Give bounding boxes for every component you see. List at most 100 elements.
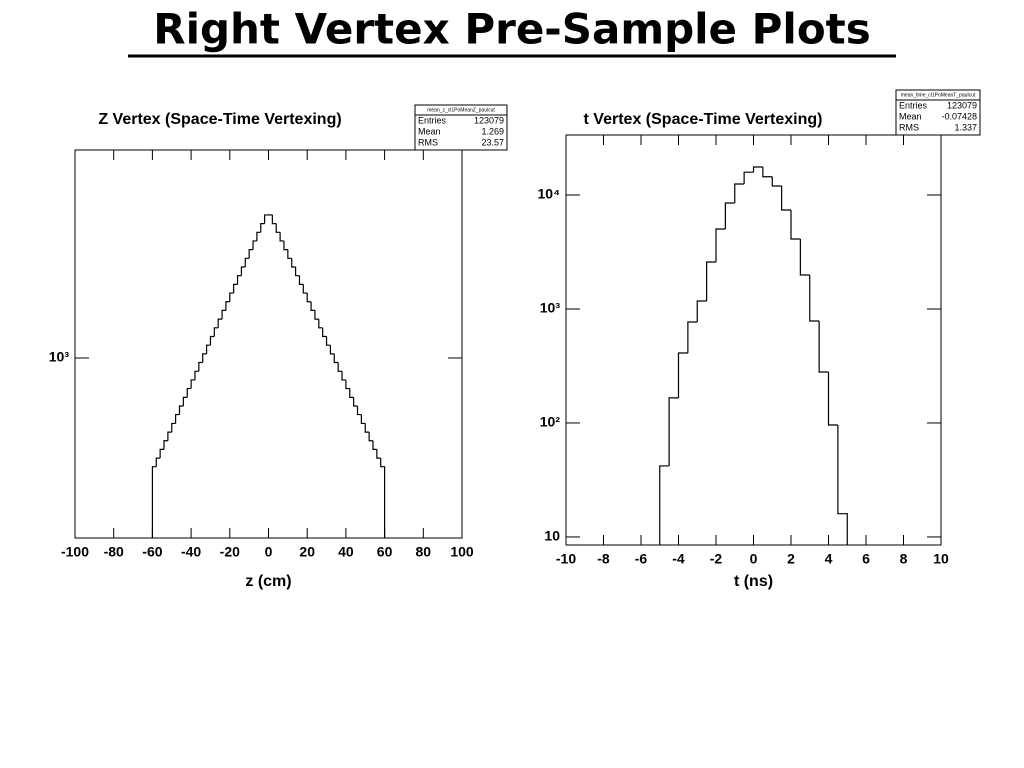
histogram-bin xyxy=(715,228,726,263)
stats-value: 1.269 xyxy=(481,126,504,136)
histogram-bin xyxy=(233,283,238,294)
histogram-bin xyxy=(818,320,829,373)
histogram-bin xyxy=(221,309,226,320)
histogram-bin xyxy=(696,300,707,322)
histogram-bin xyxy=(380,458,386,538)
stats-label: Mean xyxy=(418,126,441,136)
histogram-bin xyxy=(771,176,782,187)
x-tick-label: -80 xyxy=(104,544,124,560)
histogram-bin xyxy=(372,440,377,450)
x-tick-label: 4 xyxy=(825,551,833,567)
histogram-bin xyxy=(329,345,335,355)
histogram-bin xyxy=(298,275,304,285)
x-tick-label: 100 xyxy=(450,544,474,560)
histogram-bin xyxy=(217,318,223,328)
histogram-bin xyxy=(287,249,292,259)
histogram-bin xyxy=(194,370,199,380)
histogram-bin xyxy=(155,457,161,467)
histogram-bin xyxy=(171,422,176,433)
stats-value: 123079 xyxy=(474,115,504,125)
stats-label: Mean xyxy=(899,111,922,121)
histogram-bin xyxy=(294,267,300,277)
histogram-bin xyxy=(318,319,323,329)
x-tick-label: -60 xyxy=(142,544,162,560)
stats-box xyxy=(895,89,981,136)
y-tick-label: 10 xyxy=(544,528,560,544)
chart-title: t Vertex (Space-Time Vertexing) xyxy=(584,111,823,128)
histogram-bin xyxy=(291,258,296,268)
histogram-bin xyxy=(325,336,331,346)
histogram-bin xyxy=(213,327,219,337)
histogram-bin xyxy=(209,335,215,346)
histogram-bin xyxy=(151,466,157,538)
histogram-bin xyxy=(687,321,698,353)
x-tick-label: 6 xyxy=(862,551,870,567)
x-tick-label: -4 xyxy=(672,551,685,567)
plot-frame xyxy=(565,134,942,546)
histogram-bin xyxy=(178,405,184,415)
x-tick-label: 60 xyxy=(377,544,393,560)
histogram-bin xyxy=(668,397,679,466)
x-tick-label: -100 xyxy=(61,544,89,560)
histogram-bin xyxy=(827,371,838,426)
x-tick-label: -10 xyxy=(556,551,576,567)
histogram-bin xyxy=(225,301,230,311)
histogram-bin xyxy=(167,431,172,441)
histogram-bin xyxy=(809,275,820,322)
histogram-bin xyxy=(275,223,281,233)
stats-label: RMS xyxy=(899,122,919,132)
histogram-bin xyxy=(659,465,670,545)
chart-title: Z Vertex (Space-Time Vertexing) xyxy=(98,111,341,128)
histogram-bin xyxy=(743,171,754,185)
y-tick-label: 10² xyxy=(540,414,561,430)
stats-label: Entries xyxy=(899,100,928,110)
stats-label: Entries xyxy=(418,115,447,125)
histogram-bin xyxy=(349,388,354,398)
stats-value: 1.337 xyxy=(954,122,977,132)
x-tick-label: 2 xyxy=(787,551,795,567)
histogram-bin xyxy=(271,214,277,225)
x-tick-label: 80 xyxy=(416,544,432,560)
x-tick-label: -40 xyxy=(181,544,201,560)
histogram-bin xyxy=(333,353,339,364)
histogram-bin xyxy=(337,362,343,372)
x-tick-label: -2 xyxy=(710,551,723,567)
stats-name: mean_z_cl1PoMeanZ_paulcut xyxy=(427,107,495,113)
histogram-bin xyxy=(198,361,203,372)
histogram-bin xyxy=(252,240,257,250)
histogram-bin xyxy=(376,449,381,459)
x-tick-label: 20 xyxy=(299,544,315,560)
y-tick-label: 10³ xyxy=(49,349,70,365)
plot-frame xyxy=(74,149,463,539)
x-axis-label: z (cm) xyxy=(245,573,291,590)
histogram-bin xyxy=(310,301,315,311)
histogram-bin xyxy=(182,396,188,407)
histogram-bin xyxy=(283,240,288,251)
x-tick-label: -6 xyxy=(635,551,648,567)
histogram-bin xyxy=(236,275,242,285)
histogram-bin xyxy=(279,232,284,242)
histogram-bin xyxy=(186,387,192,398)
histogram-bin xyxy=(202,353,207,363)
histogram-bin xyxy=(364,423,370,433)
stats-value: -0.07428 xyxy=(941,111,977,121)
histogram-bin xyxy=(799,239,810,276)
x-axis-label: t (ns) xyxy=(734,573,773,590)
histogram-bin xyxy=(248,249,254,259)
slide-title: Right Vertex Pre-Sample Plots xyxy=(153,5,871,54)
histogram-bin xyxy=(353,397,358,407)
histogram-bin xyxy=(781,185,791,211)
histogram-bin xyxy=(159,448,165,459)
histogram-bin xyxy=(356,406,362,416)
histogram-bin xyxy=(762,167,773,178)
stats-value: 23.57 xyxy=(481,137,504,147)
histogram-bin xyxy=(240,266,246,276)
histogram-bin xyxy=(345,379,350,390)
histogram-bin xyxy=(256,231,261,241)
histogram-bin xyxy=(260,223,265,233)
histogram-bin xyxy=(302,284,308,294)
histogram-bin xyxy=(752,166,763,173)
x-tick-label: 10 xyxy=(933,551,949,567)
histogram-bin xyxy=(205,344,211,354)
